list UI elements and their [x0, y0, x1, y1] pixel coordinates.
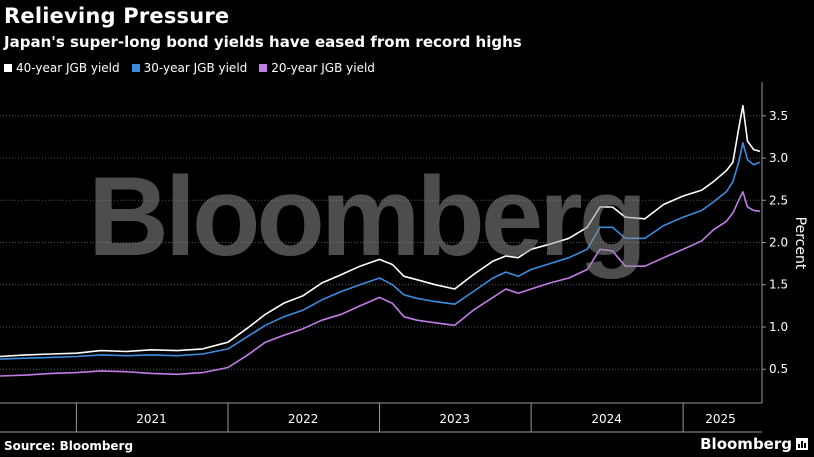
x-tick-label: 2023: [439, 412, 470, 426]
legend-item-40y: 40-year JGB yield: [4, 61, 120, 75]
legend-item-20y: 20-year JGB yield: [259, 61, 375, 75]
brand-name: Bloomberg: [700, 435, 792, 453]
chart-subtitle: Japan's super-long bond yields have ease…: [4, 33, 522, 51]
x-tick-label: 2021: [136, 412, 167, 426]
y-tick-label: 1.0: [769, 320, 788, 334]
y-tick-label: 2.5: [769, 193, 788, 207]
y-tick-label: 0.5: [769, 362, 788, 376]
y-axis-title: Percent: [792, 217, 808, 270]
legend-label-30y: 30-year JGB yield: [143, 61, 248, 75]
legend-swatch-30y: [131, 64, 140, 72]
y-tick-label: 2.0: [769, 236, 788, 250]
y-tick-label: 1.5: [769, 278, 788, 292]
legend-label-20y: 20-year JGB yield: [271, 61, 375, 75]
series-line-40y: [0, 104, 761, 358]
x-tick-label: 2022: [288, 412, 319, 426]
series-line-20y: [0, 191, 761, 377]
chart-legend: 40-year JGB yield 30-year JGB yield 20-y…: [4, 61, 375, 75]
y-tick-label: 3.0: [769, 151, 788, 165]
bloomberg-chart-icon: [796, 438, 808, 450]
x-tick-label: 2025: [705, 412, 736, 426]
source-note: Source: Bloomberg: [4, 439, 134, 453]
chart-title: Relieving Pressure: [4, 4, 230, 28]
legend-label-40y: 40-year JGB yield: [16, 61, 120, 75]
y-tick-label: 3.5: [769, 109, 788, 123]
footer-brand: Bloomberg: [700, 435, 808, 453]
legend-swatch-40y: [4, 64, 12, 72]
series-line-30y: [0, 142, 761, 360]
legend-item-30y: 30-year JGB yield: [131, 61, 248, 75]
legend-swatch-20y: [259, 64, 268, 72]
x-tick-label: 2024: [591, 412, 622, 426]
